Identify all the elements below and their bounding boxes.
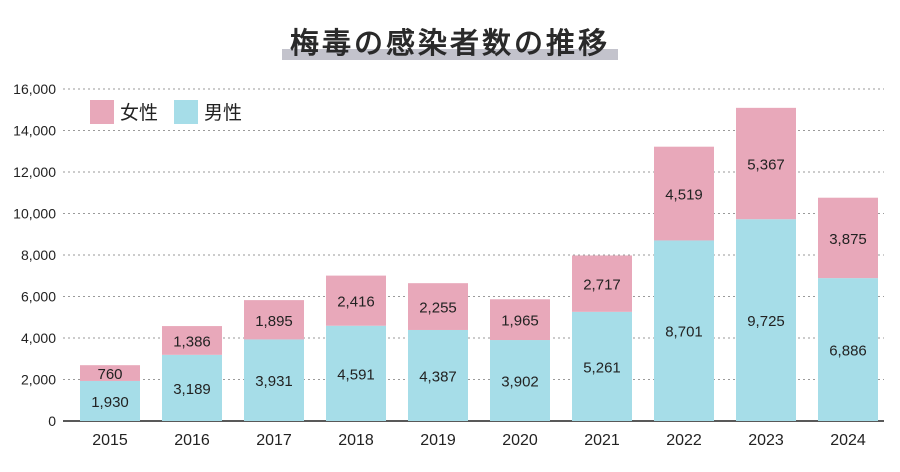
- y-tick-label-8000: 8,000: [21, 247, 56, 263]
- value-label-male-2020: 3,902: [501, 374, 539, 391]
- legend-label-female: 女性: [120, 102, 159, 124]
- value-label-male-2017: 3,931: [255, 373, 293, 390]
- x-tick-label-2017: 2017: [256, 432, 292, 449]
- value-label-male-2015: 1,930: [91, 394, 129, 411]
- value-label-female-2016: 1,386: [173, 333, 211, 350]
- legend-item-female: 女性: [90, 98, 158, 125]
- bar-female-2022: [654, 146, 714, 241]
- value-label-female-2022: 4,519: [665, 187, 703, 204]
- value-label-male-2019: 4,387: [419, 368, 457, 385]
- bar-female-2020: [490, 299, 550, 341]
- bar-male-2021: [572, 311, 632, 421]
- y-tick-label-4000: 4,000: [21, 330, 56, 346]
- y-tick-label-16000: 16,000: [13, 81, 56, 97]
- x-tick-label-2023: 2023: [748, 432, 784, 449]
- bar-male-2015: [80, 380, 140, 421]
- y-tick-label-6000: 6,000: [21, 289, 56, 305]
- value-label-female-2017: 1,895: [255, 313, 293, 330]
- x-tick-label-2022: 2022: [666, 432, 702, 449]
- bar-male-2023: [736, 219, 796, 421]
- bar-female-2021: [572, 255, 632, 312]
- bar-female-2019: [408, 283, 468, 330]
- y-tick-label-0: 0: [48, 413, 56, 429]
- title-wrap: 梅毒の感染者数の推移: [0, 20, 900, 62]
- bar-female-2015: [80, 365, 140, 381]
- bar-male-2016: [162, 354, 222, 421]
- y-tick-label-14000: 14,000: [13, 123, 56, 139]
- value-label-male-2023: 9,725: [747, 313, 785, 330]
- legend-item-male: 男性: [174, 98, 242, 125]
- bar-male-2022: [654, 240, 714, 421]
- value-label-female-2018: 2,416: [337, 294, 375, 311]
- bar-female-2018: [326, 275, 386, 326]
- bar-female-2024: [818, 197, 878, 279]
- value-label-male-2018: 4,591: [337, 366, 375, 383]
- value-label-male-2021: 5,261: [583, 359, 621, 376]
- value-label-male-2022: 8,701: [665, 324, 703, 341]
- bar-female-2023: [736, 107, 796, 220]
- y-tick-label-12000: 12,000: [13, 164, 56, 180]
- value-label-male-2016: 3,189: [173, 381, 211, 398]
- value-label-female-2015: 760: [97, 366, 122, 383]
- bar-male-2019: [408, 329, 468, 421]
- legend-swatch-female: [90, 99, 114, 124]
- value-label-male-2024: 6,886: [829, 343, 867, 360]
- x-tick-label-2018: 2018: [338, 432, 374, 449]
- bar-male-2024: [818, 278, 878, 421]
- value-label-female-2024: 3,875: [829, 231, 867, 248]
- bar-male-2018: [326, 325, 386, 421]
- legend-swatch-male: [174, 99, 199, 124]
- bar-male-2017: [244, 339, 304, 421]
- legend-label-male: 男性: [204, 102, 243, 124]
- x-tick-label-2016: 2016: [174, 432, 210, 449]
- bar-female-2017: [244, 300, 304, 340]
- bar-male-2020: [490, 340, 550, 421]
- x-tick-label-2019: 2019: [420, 432, 456, 449]
- x-tick-label-2024: 2024: [830, 432, 866, 449]
- x-tick-label-2020: 2020: [502, 432, 538, 449]
- chart-title: 梅毒の感染者数の推移: [281, 20, 619, 62]
- legend: 女性 男性: [90, 98, 242, 125]
- y-tick-label-2000: 2,000: [21, 372, 56, 388]
- value-label-female-2023: 5,367: [747, 157, 785, 174]
- value-label-female-2021: 2,717: [583, 277, 621, 294]
- x-tick-label-2021: 2021: [584, 432, 620, 449]
- y-tick-label-10000: 10,000: [13, 206, 56, 222]
- value-label-female-2019: 2,255: [419, 300, 457, 317]
- value-label-female-2020: 1,965: [501, 313, 539, 330]
- x-tick-label-2015: 2015: [92, 432, 128, 449]
- bar-female-2016: [162, 326, 222, 355]
